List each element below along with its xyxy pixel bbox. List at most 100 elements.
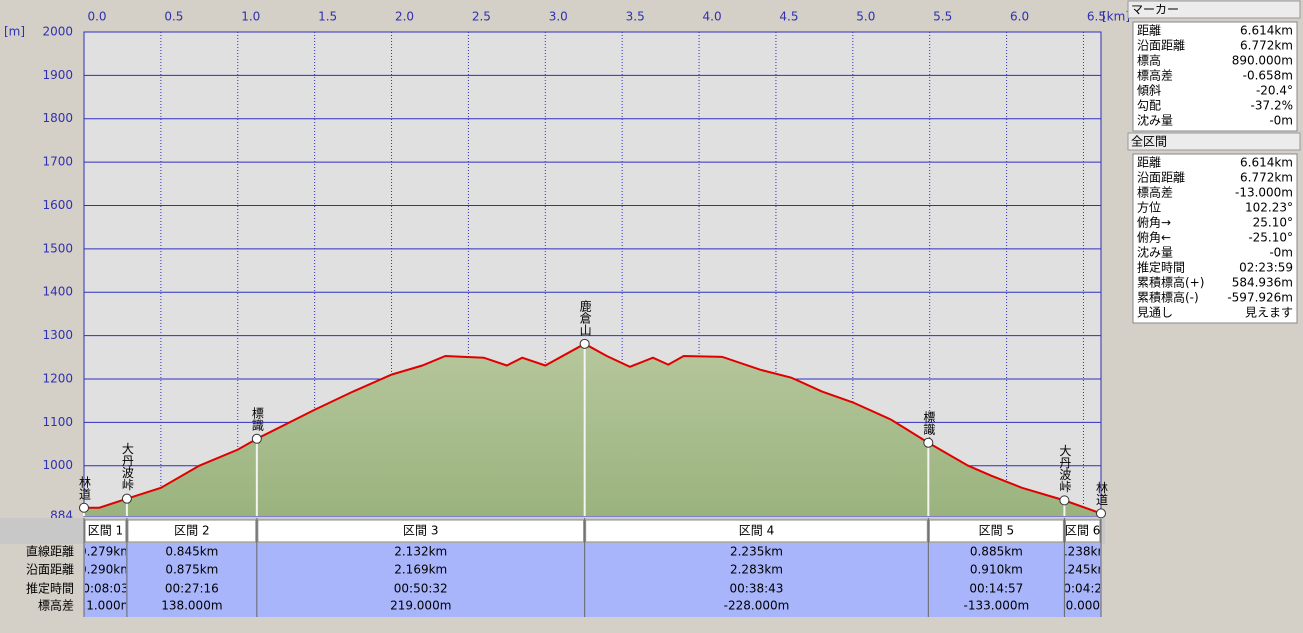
cell: 00:38:43: [730, 582, 784, 596]
waypoint-marker: [923, 437, 934, 448]
column-header: 区間 3: [403, 524, 438, 538]
panel-key: 俯角←: [1137, 231, 1171, 245]
panel-key: 勾配: [1137, 99, 1161, 113]
panel-title: 全区間: [1131, 135, 1167, 149]
column: 区間 5 0.885km 0.910km 00:14:57 -133.000m: [964, 524, 1030, 613]
waypoint-marker: [79, 502, 89, 513]
y-tick-label: 1400: [42, 285, 73, 299]
waypoint-marker: [121, 493, 132, 504]
panel-value: 6.772km: [1240, 39, 1293, 53]
cell: 00:50:32: [394, 582, 448, 596]
column-header: 区間 5: [979, 524, 1014, 538]
column: 区間 4 2.235km 2.283km 00:38:43 -228.000m: [724, 524, 790, 613]
waypoint-label: 鹿倉山: [578, 299, 592, 335]
y-tick-label: 1200: [42, 371, 73, 385]
column: 区間 2 0.845km 0.875km 00:27:16 138.000m: [161, 524, 222, 613]
panel-value: -37.2%: [1251, 99, 1293, 113]
x-tick-label: 0.5: [164, 10, 183, 24]
y-tick-label: 1600: [42, 198, 73, 212]
y-tick-label: 1800: [42, 111, 73, 125]
panel-key: 累積標高(-): [1137, 290, 1199, 305]
y-tick-label: 1100: [42, 415, 73, 429]
panel-header-bg: [1127, 132, 1301, 151]
y-tick-label: 1700: [42, 155, 73, 169]
cell: -133.000m: [964, 599, 1030, 613]
profile-line: [84, 342, 1102, 515]
x-tick-label: 1.5: [318, 10, 337, 24]
column-header: 区間 2: [174, 524, 209, 538]
panel-value: 6.614km: [1240, 24, 1293, 38]
y-tick-label: 2000: [42, 25, 73, 39]
row-label: 直線距離: [26, 544, 74, 559]
cell: 0:08:03: [82, 582, 128, 596]
panel-value: -13.000m: [1235, 186, 1293, 200]
row-label: 標高差: [38, 599, 74, 613]
cell: 219.000m: [390, 599, 451, 613]
cell: 0.245km: [1056, 563, 1109, 577]
cell: 00:14:57: [969, 582, 1023, 596]
x-tick-label: 6.5: [1087, 10, 1106, 24]
cell: 2.283km: [730, 563, 783, 577]
waypoint-label: 大丹波峠: [1058, 444, 1072, 492]
column: 区間 1 0.279km 0.290km 0:08:03 21.000m: [79, 524, 132, 613]
waypoint-label: 林道: [78, 475, 92, 500]
cell: 2.132km: [394, 545, 447, 559]
cell: 0.279km: [79, 545, 132, 559]
panel-value: 584.936m: [1232, 276, 1293, 290]
waypoint-label: 林道: [1095, 481, 1109, 506]
panel-value: -0.658m: [1243, 69, 1293, 83]
panel-key: 沈み量: [1137, 245, 1173, 260]
panel-value: 6.772km: [1240, 171, 1293, 185]
waypoint-label: 標識: [250, 406, 264, 431]
panel-value: 102.23°: [1245, 201, 1293, 215]
cell: 2.169km: [394, 563, 447, 577]
column-header-cell: [928, 519, 1064, 543]
panel-value: -597.926m: [1227, 291, 1293, 305]
cell: 0.845km: [165, 545, 218, 559]
panel-key: 俯角→: [1137, 216, 1171, 230]
y-tick-label: 1000: [42, 458, 73, 472]
cell: 0.910km: [970, 563, 1023, 577]
x-tick-label: 3.5: [626, 10, 645, 24]
panel-value: 890.000m: [1232, 54, 1293, 68]
panel-key: 距離: [1137, 24, 1161, 38]
column: 区間 6 0.238km 0.245km 0:04:2 -30.000m: [1056, 524, 1109, 613]
panel-key: 沿面距離: [1137, 39, 1185, 53]
column-header-cell: [257, 519, 585, 543]
waypoint-marker: [579, 338, 590, 349]
y-tick-label: 1300: [42, 328, 73, 342]
waypoint-marker: [251, 433, 262, 444]
x-tick-label: 2.0: [395, 10, 414, 24]
panel-title: マーカー: [1131, 3, 1179, 17]
x-tick-label: 3.0: [549, 10, 568, 24]
profile-area: [84, 343, 1101, 516]
table-body-bg: [84, 543, 1101, 617]
cell: 00:27:16: [165, 582, 219, 596]
x-tick-label: 0.0: [87, 10, 106, 24]
panel-value: 25.10°: [1253, 216, 1293, 230]
panel-value: -25.10°: [1248, 231, 1293, 245]
column-header: 区間 4: [739, 524, 774, 538]
panel-header-bg: [1127, 0, 1301, 19]
waypoint-marker: [1096, 508, 1106, 519]
panel-key: 標高差: [1137, 186, 1173, 200]
cell: 0.238km: [1056, 545, 1109, 559]
cell: 0.290km: [79, 563, 132, 577]
x-tick-label: 4.5: [779, 10, 798, 24]
panel-value: 02:23:59: [1239, 261, 1293, 275]
column-header-cell: [1064, 519, 1101, 543]
panel-key: 標高差: [1137, 69, 1173, 83]
waypoint-label: 標識: [922, 410, 936, 435]
cell: 0:04:2: [1063, 582, 1102, 596]
x-tick-label: 6.0: [1010, 10, 1029, 24]
waypoint-marker: [1059, 495, 1070, 506]
panel-key: 傾斜: [1137, 83, 1161, 98]
panel-key: 方位: [1137, 200, 1161, 215]
x-unit: [km]: [1102, 10, 1130, 24]
column-header-cell: [84, 519, 127, 543]
panel-key: 累積標高(+): [1137, 275, 1204, 290]
cell: 0.875km: [165, 563, 218, 577]
x-tick-label: 2.5: [472, 10, 491, 24]
y-tick-label: 1900: [42, 68, 73, 82]
